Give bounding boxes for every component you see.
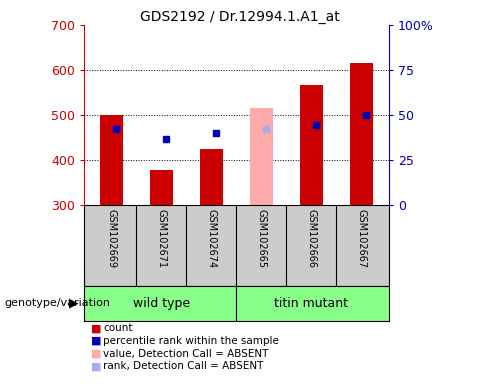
Bar (150, 170, 173, 205)
Text: ■: ■ (91, 336, 102, 346)
Text: ■: ■ (91, 323, 102, 333)
Bar (200, 149, 223, 205)
Text: percentile rank within the sample: percentile rank within the sample (103, 336, 279, 346)
Text: GSM102674: GSM102674 (206, 210, 216, 268)
Text: ■: ■ (91, 349, 102, 359)
Text: rank, Detection Call = ABSENT: rank, Detection Call = ABSENT (103, 361, 264, 371)
Text: titin mutant: titin mutant (275, 297, 348, 310)
Bar (300, 84, 323, 205)
Text: genotype/variation: genotype/variation (5, 298, 111, 308)
Text: value, Detection Call = ABSENT: value, Detection Call = ABSENT (103, 349, 269, 359)
Text: ▶: ▶ (69, 297, 78, 310)
Text: GDS2192 / Dr.12994.1.A1_at: GDS2192 / Dr.12994.1.A1_at (140, 10, 340, 23)
Text: GSM102671: GSM102671 (156, 210, 167, 268)
Text: GSM102665: GSM102665 (256, 210, 266, 268)
Text: GSM102666: GSM102666 (306, 210, 316, 268)
Bar (350, 63, 372, 205)
Bar (100, 115, 123, 205)
Text: GSM102667: GSM102667 (356, 210, 366, 268)
Bar (250, 108, 273, 205)
Text: count: count (103, 323, 132, 333)
Text: GSM102669: GSM102669 (107, 210, 117, 268)
Text: ■: ■ (91, 361, 102, 371)
Text: wild type: wild type (133, 297, 190, 310)
